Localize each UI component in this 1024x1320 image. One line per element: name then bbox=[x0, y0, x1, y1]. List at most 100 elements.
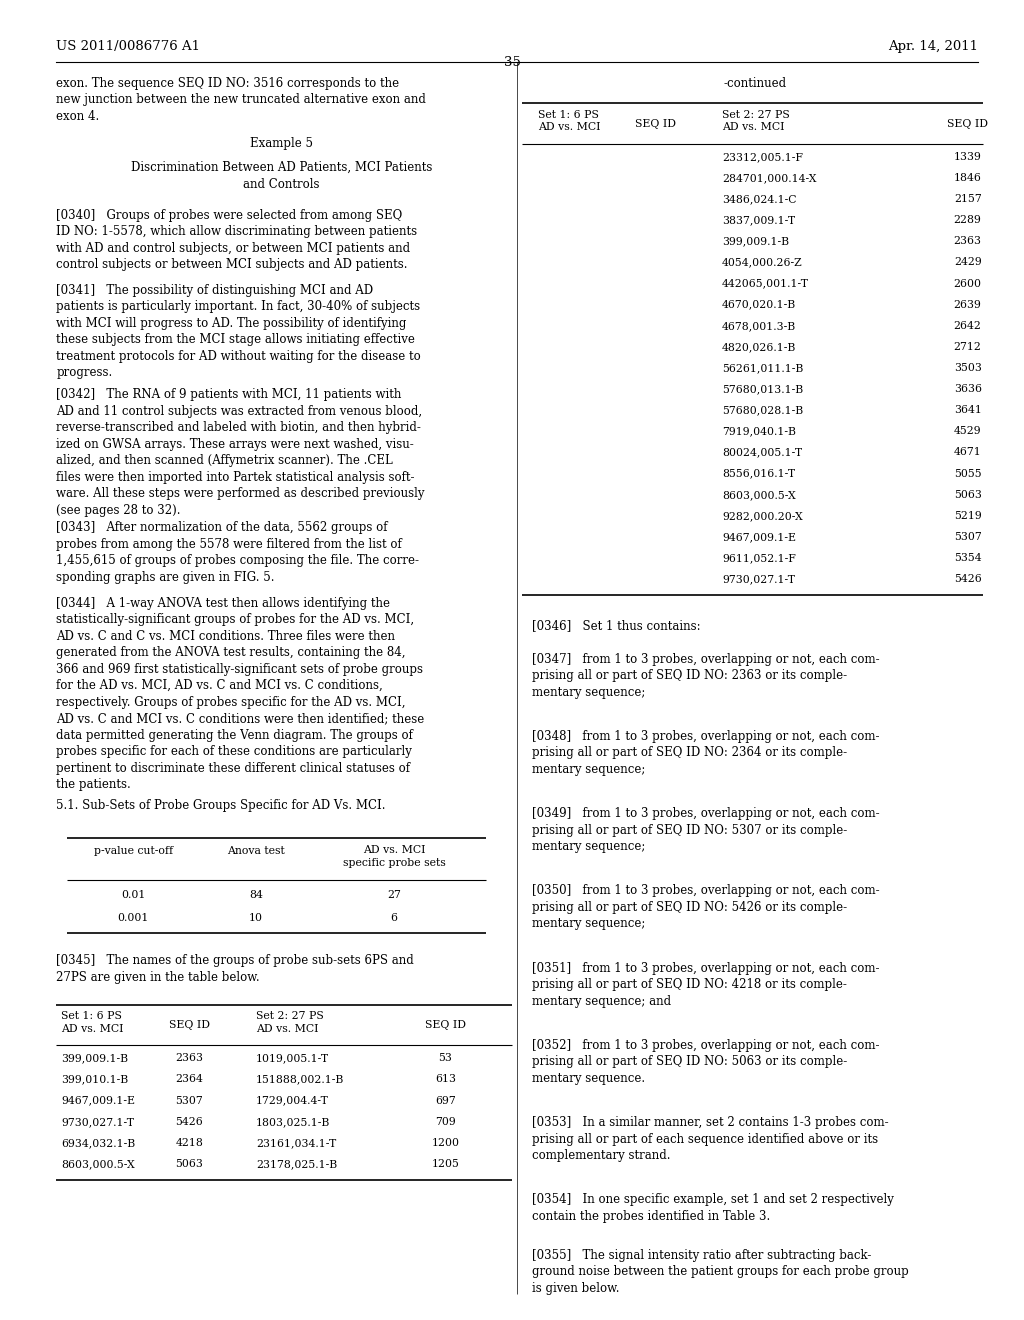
Text: 9467,009.1-E: 9467,009.1-E bbox=[722, 532, 796, 543]
Text: 399,009.1-B: 399,009.1-B bbox=[722, 236, 788, 247]
Text: 2639: 2639 bbox=[953, 300, 982, 310]
Text: [0340]   Groups of probes were selected from among SEQ
ID NO: 1-5578, which allo: [0340] Groups of probes were selected fr… bbox=[56, 209, 418, 271]
Text: 4529: 4529 bbox=[954, 426, 981, 437]
Text: 2364: 2364 bbox=[175, 1074, 204, 1085]
Text: 84: 84 bbox=[249, 890, 263, 900]
Text: exon. The sequence SEQ ID NO: 3516 corresponds to the
new junction between the n: exon. The sequence SEQ ID NO: 3516 corre… bbox=[56, 77, 426, 123]
Text: 5426: 5426 bbox=[953, 574, 982, 585]
Text: 6934,032.1-B: 6934,032.1-B bbox=[61, 1138, 135, 1148]
Text: [0342]   The RNA of 9 patients with MCI, 11 patients with
AD and 11 control subj: [0342] The RNA of 9 patients with MCI, 1… bbox=[56, 388, 425, 516]
Text: 0.001: 0.001 bbox=[118, 913, 148, 924]
Text: 5307: 5307 bbox=[175, 1096, 204, 1106]
Text: 3486,024.1-C: 3486,024.1-C bbox=[722, 194, 797, 205]
Text: 399,010.1-B: 399,010.1-B bbox=[61, 1074, 129, 1085]
Text: [0341]   The possibility of distinguishing MCI and AD
patients is particularly i: [0341] The possibility of distinguishing… bbox=[56, 284, 421, 379]
Text: 27: 27 bbox=[387, 890, 401, 900]
Text: 2157: 2157 bbox=[953, 194, 982, 205]
Text: 697: 697 bbox=[435, 1096, 456, 1106]
Text: US 2011/0086776 A1: US 2011/0086776 A1 bbox=[56, 40, 201, 53]
Text: 8556,016.1-T: 8556,016.1-T bbox=[722, 469, 795, 479]
Text: 4218: 4218 bbox=[175, 1138, 204, 1148]
Text: SEQ ID: SEQ ID bbox=[169, 1020, 210, 1031]
Text: 4820,026.1-B: 4820,026.1-B bbox=[722, 342, 797, 352]
Text: -continued: -continued bbox=[724, 77, 786, 90]
Text: Set 1: 6 PS
AD vs. MCI: Set 1: 6 PS AD vs. MCI bbox=[61, 1011, 124, 1034]
Text: 35: 35 bbox=[504, 55, 520, 69]
Text: 613: 613 bbox=[435, 1074, 456, 1085]
Text: 2429: 2429 bbox=[953, 257, 982, 268]
Text: 4670,020.1-B: 4670,020.1-B bbox=[722, 300, 796, 310]
Text: 3837,009.1-T: 3837,009.1-T bbox=[722, 215, 795, 226]
Text: 1846: 1846 bbox=[953, 173, 982, 183]
Text: Set 2: 27 PS
AD vs. MCI: Set 2: 27 PS AD vs. MCI bbox=[722, 110, 790, 132]
Text: p-value cut-off: p-value cut-off bbox=[93, 846, 173, 857]
Text: 4678,001.3-B: 4678,001.3-B bbox=[722, 321, 796, 331]
Text: 2600: 2600 bbox=[953, 279, 982, 289]
Text: 57680,013.1-B: 57680,013.1-B bbox=[722, 384, 803, 395]
Text: 2363: 2363 bbox=[953, 236, 982, 247]
Text: Example 5: Example 5 bbox=[250, 137, 313, 150]
Text: 2289: 2289 bbox=[953, 215, 982, 226]
Text: [0344]   A 1-way ANOVA test then allows identifying the
statistically-significan: [0344] A 1-way ANOVA test then allows id… bbox=[56, 597, 425, 791]
Text: 9611,052.1-F: 9611,052.1-F bbox=[722, 553, 796, 564]
Text: [0351]   from 1 to 3 probes, overlapping or not, each com-
prising all or part o: [0351] from 1 to 3 probes, overlapping o… bbox=[532, 962, 880, 1007]
Text: 2712: 2712 bbox=[953, 342, 982, 352]
Text: [0350]   from 1 to 3 probes, overlapping or not, each com-
prising all or part o: [0350] from 1 to 3 probes, overlapping o… bbox=[532, 884, 880, 931]
Text: [0353]   In a similar manner, set 2 contains 1-3 probes com-
prising all or part: [0353] In a similar manner, set 2 contai… bbox=[532, 1117, 889, 1162]
Text: 1803,025.1-B: 1803,025.1-B bbox=[256, 1117, 331, 1127]
Text: 5055: 5055 bbox=[954, 469, 981, 479]
Text: 9282,000.20-X: 9282,000.20-X bbox=[722, 511, 803, 521]
Text: [0348]   from 1 to 3 probes, overlapping or not, each com-
prising all or part o: [0348] from 1 to 3 probes, overlapping o… bbox=[532, 730, 880, 776]
Text: Set 2: 27 PS
AD vs. MCI: Set 2: 27 PS AD vs. MCI bbox=[256, 1011, 324, 1034]
Text: SEQ ID: SEQ ID bbox=[425, 1020, 466, 1031]
Text: SEQ ID: SEQ ID bbox=[635, 119, 676, 129]
Text: 399,009.1-B: 399,009.1-B bbox=[61, 1053, 128, 1064]
Text: [0346]   Set 1 thus contains:: [0346] Set 1 thus contains: bbox=[532, 619, 701, 632]
Text: 8603,000.5-X: 8603,000.5-X bbox=[722, 490, 796, 500]
Text: 151888,002.1-B: 151888,002.1-B bbox=[256, 1074, 344, 1085]
Text: [0354]   In one specific example, set 1 and set 2 respectively
contain the probe: [0354] In one specific example, set 1 an… bbox=[532, 1193, 894, 1222]
Text: 23161,034.1-T: 23161,034.1-T bbox=[256, 1138, 336, 1148]
Text: 5063: 5063 bbox=[953, 490, 982, 500]
Text: [0355]   The signal intensity ratio after subtracting back-
ground noise between: [0355] The signal intensity ratio after … bbox=[532, 1249, 909, 1295]
Text: 4054,000.26-Z: 4054,000.26-Z bbox=[722, 257, 803, 268]
Text: 7919,040.1-B: 7919,040.1-B bbox=[722, 426, 796, 437]
Text: [0345]   The names of the groups of probe sub-sets 6PS and
27PS are given in the: [0345] The names of the groups of probe … bbox=[56, 954, 414, 983]
Text: [0347]   from 1 to 3 probes, overlapping or not, each com-
prising all or part o: [0347] from 1 to 3 probes, overlapping o… bbox=[532, 653, 880, 698]
Text: 9730,027.1-T: 9730,027.1-T bbox=[61, 1117, 134, 1127]
Text: 5307: 5307 bbox=[953, 532, 982, 543]
Text: 8603,000.5-X: 8603,000.5-X bbox=[61, 1159, 135, 1170]
Text: 1205: 1205 bbox=[431, 1159, 460, 1170]
Text: 10: 10 bbox=[249, 913, 263, 924]
Text: 5219: 5219 bbox=[953, 511, 982, 521]
Text: Apr. 14, 2011: Apr. 14, 2011 bbox=[888, 40, 978, 53]
Text: 3503: 3503 bbox=[953, 363, 982, 374]
Text: 0.01: 0.01 bbox=[121, 890, 145, 900]
Text: 709: 709 bbox=[435, 1117, 456, 1127]
Text: 2642: 2642 bbox=[953, 321, 982, 331]
Text: 2363: 2363 bbox=[175, 1053, 204, 1064]
Text: 9467,009.1-E: 9467,009.1-E bbox=[61, 1096, 135, 1106]
Text: 4671: 4671 bbox=[953, 447, 982, 458]
Text: 1019,005.1-T: 1019,005.1-T bbox=[256, 1053, 329, 1064]
Text: SEQ ID: SEQ ID bbox=[947, 119, 988, 129]
Text: 23312,005.1-F: 23312,005.1-F bbox=[722, 152, 803, 162]
Text: 284701,000.14-X: 284701,000.14-X bbox=[722, 173, 816, 183]
Text: 1339: 1339 bbox=[953, 152, 982, 162]
Text: 53: 53 bbox=[438, 1053, 453, 1064]
Text: 5063: 5063 bbox=[175, 1159, 204, 1170]
Text: 80024,005.1-T: 80024,005.1-T bbox=[722, 447, 802, 458]
Text: AD vs. MCI
specific probe sets: AD vs. MCI specific probe sets bbox=[343, 845, 445, 867]
Text: 6: 6 bbox=[391, 913, 397, 924]
Text: 57680,028.1-B: 57680,028.1-B bbox=[722, 405, 803, 416]
Text: 1200: 1200 bbox=[431, 1138, 460, 1148]
Text: 1729,004.4-T: 1729,004.4-T bbox=[256, 1096, 329, 1106]
Text: 442065,001.1-T: 442065,001.1-T bbox=[722, 279, 809, 289]
Text: Anova test: Anova test bbox=[227, 846, 285, 857]
Text: [0343]   After normalization of the data, 5562 groups of
probes from among the 5: [0343] After normalization of the data, … bbox=[56, 521, 419, 583]
Text: Set 1: 6 PS
AD vs. MCI: Set 1: 6 PS AD vs. MCI bbox=[538, 110, 600, 132]
Text: 5.1. Sub-Sets of Probe Groups Specific for AD Vs. MCI.: 5.1. Sub-Sets of Probe Groups Specific f… bbox=[56, 799, 386, 812]
Text: 3636: 3636 bbox=[953, 384, 982, 395]
Text: [0352]   from 1 to 3 probes, overlapping or not, each com-
prising all or part o: [0352] from 1 to 3 probes, overlapping o… bbox=[532, 1039, 880, 1085]
Text: 9730,027.1-T: 9730,027.1-T bbox=[722, 574, 795, 585]
